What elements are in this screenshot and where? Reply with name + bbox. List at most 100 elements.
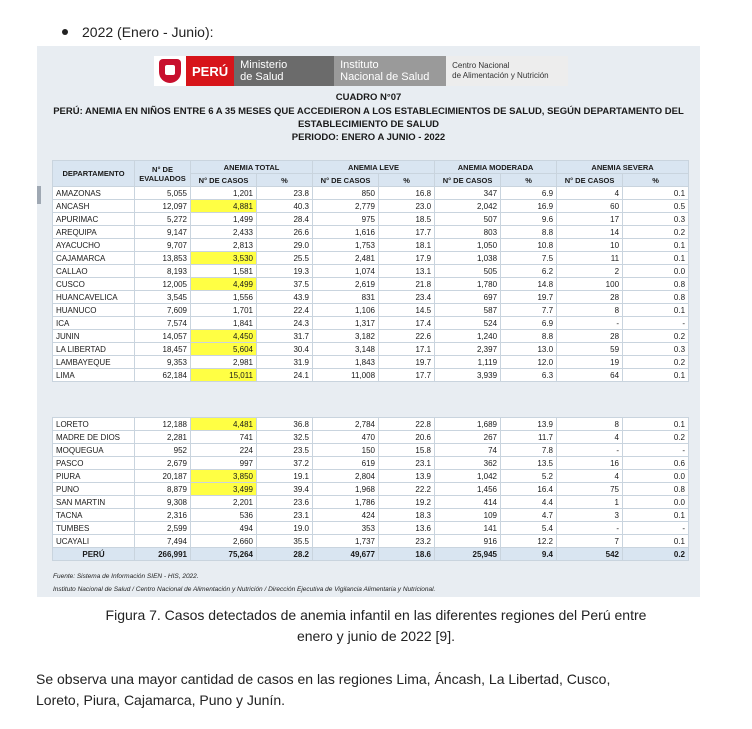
cell-value: 8: [556, 417, 623, 431]
subheader-casos: N° DE CASOS: [312, 173, 380, 187]
cell-value: 20.6: [378, 430, 435, 444]
cell-value: 28: [556, 290, 624, 304]
cell-value: 19: [556, 355, 624, 369]
cell-value: 353: [312, 521, 379, 535]
cell-value: 536: [190, 508, 257, 522]
cell-value: 2,042: [434, 199, 502, 213]
cell-value: 74: [434, 443, 501, 457]
cell-value: 13.9: [500, 417, 557, 431]
cell-value: 100: [556, 277, 624, 291]
cell-value: 64: [556, 368, 624, 382]
footnote-fuente: Fuente: Sistema de Información SIEN - HI…: [53, 573, 199, 580]
cell-departamento: LA LIBERTAD: [52, 342, 135, 356]
subheader-casos: N° DE CASOS: [556, 173, 624, 187]
cell-value: 14.8: [500, 277, 558, 291]
cell-value: 5,604: [190, 342, 257, 356]
cell-value: 0.2: [622, 329, 690, 343]
cell-value: 23.1: [378, 456, 435, 470]
table-row: TACNA 2,316 536 23.1 424 18.3 109 4.7 3 0.1: [52, 508, 689, 522]
body-paragraph: Se observa una mayor cantidad de casos e…: [36, 669, 716, 711]
cell-value: 3,530: [190, 251, 257, 265]
cell-value: 141: [434, 521, 501, 535]
cell-value: 60: [556, 199, 624, 213]
cell-value: 997: [190, 456, 257, 470]
cell-value: 8,193: [134, 264, 191, 278]
cell-value: 11.7: [500, 430, 557, 444]
total-value: 75,264: [190, 547, 257, 561]
cell-value: 2,813: [190, 238, 257, 252]
cell-value: 23.5: [256, 443, 313, 457]
cell-value: 0.8: [622, 482, 689, 496]
cell-value: 0.1: [622, 238, 690, 252]
table-row: AMAZONAS 5,055 1,201 23.8 850 16.8 347 6.9 4 0.1: [52, 186, 690, 200]
cell-value: 803: [434, 225, 502, 239]
peru-logo: PERÚ: [186, 56, 235, 86]
cell-value: 3,545: [134, 290, 191, 304]
cell-value: 31.9: [255, 355, 314, 369]
cell-value: 14.5: [378, 303, 436, 317]
cell-value: 18.5: [378, 212, 436, 226]
cell-value: 2,201: [190, 495, 257, 509]
cell-departamento: AYACUCHO: [52, 238, 135, 252]
cell-departamento: AREQUIPA: [52, 225, 135, 239]
cell-value: 1,616: [312, 225, 380, 239]
cell-value: 424: [312, 508, 379, 522]
cell-value: 1,119: [434, 355, 502, 369]
cell-value: 7,574: [134, 316, 191, 330]
cell-value: 9.6: [500, 212, 558, 226]
cell-value: 13.0: [500, 342, 558, 356]
cell-value: 2,779: [312, 199, 380, 213]
cell-value: 0.2: [622, 355, 690, 369]
cell-value: 4,499: [190, 277, 257, 291]
cell-value: 2,619: [312, 277, 380, 291]
cell-value: 24.3: [255, 316, 314, 330]
cell-value: 23.0: [378, 199, 436, 213]
cell-value: -: [556, 443, 623, 457]
table-row: TUMBES 2,599 494 19.0 353 13.6 141 5.4- -: [52, 521, 689, 535]
cell-value: 1,456: [434, 482, 501, 496]
cell-value: 2,679: [134, 456, 191, 470]
table-row: PIURA 20,187 3,850 19.1 2,804 13.9 1,042 5.2 4 0.…: [52, 469, 689, 483]
cell-value: 1: [556, 495, 623, 509]
cell-departamento: MOQUEGUA: [52, 443, 135, 457]
cell-value: 0.0: [622, 495, 689, 509]
footnote-instituto: Instituto Nacional de Salud / Centro Nac…: [53, 586, 436, 593]
cell-departamento: SAN MARTIN: [52, 495, 135, 509]
cell-departamento: CUSCO: [52, 277, 135, 291]
cell-departamento: TUMBES: [52, 521, 135, 535]
total-value: 18.6: [378, 547, 435, 561]
header-departamento: DEPARTAMENTO: [52, 160, 135, 187]
cell-value: 14: [556, 225, 624, 239]
cell-value: 24.1: [255, 368, 314, 382]
cell-departamento: JUNIN: [52, 329, 135, 343]
cell-value: 0.0: [622, 264, 690, 278]
header-anemia-severa: ANEMIA SEVERA: [556, 160, 690, 174]
total-value: 266,991: [134, 547, 191, 561]
table-row: HUANCAVELICA 3,545 1,556 43.9 831 23.4 697 19.7…: [52, 290, 690, 304]
cell-value: 2,660: [190, 534, 257, 548]
cell-value: 22.2: [378, 482, 435, 496]
cell-value: 23.2: [378, 534, 435, 548]
cell-value: 7.5: [500, 251, 558, 265]
cell-value: 17.1: [378, 342, 436, 356]
cell-value: 23.6: [256, 495, 313, 509]
table-row: APURIMAC 5,272 1,499 28.4 975 18.5 507 9.6 17 0.3: [52, 212, 690, 226]
table-gap: [37, 401, 700, 413]
cell-value: 11: [556, 251, 624, 265]
cell-value: 21.8: [378, 277, 436, 291]
cell-value: 267: [434, 430, 501, 444]
header-anemia-moderada: ANEMIA MODERADA: [434, 160, 558, 174]
subheader-pct: %: [255, 173, 314, 187]
cell-value: 9,707: [134, 238, 191, 252]
cell-value: 11,008: [312, 368, 380, 382]
table-row: ICA 7,574 1,841 24.3 1,317 17.4 524 6.9- -: [52, 316, 690, 330]
cell-value: 29.0: [255, 238, 314, 252]
cell-value: 15.8: [378, 443, 435, 457]
table-row: PUNO 8,879 3,499 39.4 1,968 22.2 1,456 16.4 75 0.…: [52, 482, 689, 496]
cell-value: 952: [134, 443, 191, 457]
cell-value: 470: [312, 430, 379, 444]
cell-departamento: LORETO: [52, 417, 135, 431]
cell-value: 4.7: [500, 508, 557, 522]
cell-value: 5.2: [500, 469, 557, 483]
cell-departamento: APURIMAC: [52, 212, 135, 226]
